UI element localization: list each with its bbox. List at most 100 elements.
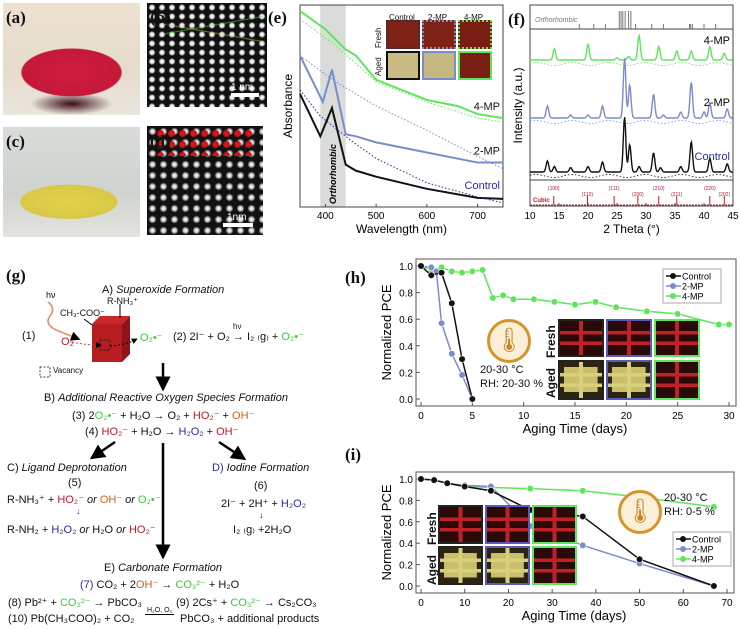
device-2mp-fresh: [485, 505, 530, 544]
series-label: 2-MP: [474, 146, 500, 158]
orthorhombic-band: [320, 5, 346, 207]
series-line-reference: [299, 55, 504, 170]
eq5-arrow: ↓: [76, 506, 81, 516]
data-point: [458, 371, 466, 379]
x-tick-label: 20: [503, 598, 515, 609]
series-line-2-mp: [530, 58, 733, 119]
x-tick-label: 60: [678, 598, 690, 609]
device-control-fresh: [438, 505, 483, 544]
thermo-humidity-icon: 🌡: [487, 319, 531, 363]
equation-term: + H₂O → O₂ +: [117, 410, 193, 422]
scheme-title-a: A) Superoxide Formation: [102, 284, 225, 296]
equation-5-products: R-NH₂ + H₂O₂ or H₂O or HO₂⁻: [7, 523, 156, 536]
hv-label: hν: [46, 290, 56, 300]
legend-label: Control: [692, 535, 721, 545]
condition-humidity: RH: 0-5 %: [664, 506, 715, 518]
equation-term: or: [76, 524, 93, 536]
data-point: [725, 320, 733, 329]
equation-10-reactants: (10) Pb(CH₃COO)₂ + CO₂: [8, 613, 134, 625]
y-tick-label: 0.8: [399, 496, 413, 507]
x-tick-label: 45: [727, 211, 739, 222]
equation-term: HO₂⁻: [101, 426, 129, 438]
panel-label-b: (b): [150, 8, 171, 27]
device-2mp-fresh: [606, 319, 652, 357]
x-tick-label: 25: [672, 411, 684, 422]
x-tick-label: 40: [698, 211, 710, 222]
x-tick-label: 30: [723, 411, 735, 422]
hkl-label: (111): [609, 186, 620, 192]
data-point: [479, 266, 487, 274]
x-tick-label: 500: [368, 211, 385, 222]
plot-frame: [299, 4, 504, 208]
x-tick-label: 700: [469, 211, 486, 222]
superoxide-label: O₂•⁻: [140, 332, 163, 344]
hkl-label: (211): [671, 192, 683, 198]
arrow-b-to-c: [89, 440, 116, 460]
x-tick-label: 15: [569, 411, 581, 422]
equation-term: O₂•⁻: [94, 410, 118, 422]
equation-term: OH⁻: [99, 494, 123, 506]
x-axis-label: Aging Time (days): [523, 421, 628, 436]
legend-marker: [670, 273, 676, 279]
x-tick-label: 20: [582, 211, 594, 222]
x-tick-label: 0: [418, 411, 424, 422]
x-tick-label: 30: [547, 598, 559, 609]
data-point: [710, 503, 718, 511]
legend-marker: [680, 536, 686, 542]
equation-term: (10) Pb(CH₃COO)₂ + CO₂: [8, 613, 135, 625]
light-wave-icon: [47, 301, 81, 341]
equation-term: R-NH₃⁺ +: [7, 494, 58, 506]
series-label: 4-MP: [704, 35, 730, 47]
o2-label: O₂: [61, 336, 74, 348]
equation-term: I₂ ₍g₎ +: [243, 331, 282, 343]
film-2mp-fresh: [422, 20, 456, 49]
series-aged-line: [529, 174, 734, 178]
equation-term: +: [203, 426, 217, 438]
eq2-hv: hν: [233, 322, 242, 331]
data-point: [417, 262, 425, 270]
equation-10-products: PbCO₃ + additional products: [180, 613, 319, 625]
inset-row-label: Fresh: [544, 325, 558, 358]
film-control-fresh: [386, 20, 420, 49]
legend-label: Control: [682, 272, 711, 282]
series-label: 2-MP: [704, 97, 730, 109]
equation-term: OH⁻: [135, 579, 159, 591]
equation-term: →: [232, 331, 244, 343]
legend-label: 2-MP: [682, 282, 704, 292]
x-tick-label: 400: [317, 211, 334, 222]
device-control-aged: [558, 360, 604, 400]
equation-term: O₂•⁻: [281, 331, 304, 343]
series-label: Control: [695, 151, 730, 163]
equation-term: CO₂ + 2: [93, 579, 136, 591]
equation-term: (9) 2Cs⁺ +: [176, 597, 231, 609]
x-tick-label: 600: [419, 211, 436, 222]
equation-term: R-NH₂ +: [7, 524, 52, 536]
condition-humidity: RH: 20-30 %: [480, 378, 543, 390]
data-point: [643, 307, 651, 315]
equation-6-reactants: 2I⁻ + 2H⁺ + H₂O₂: [221, 497, 306, 510]
hkl-label: (100): [548, 186, 560, 192]
plot-frame: [415, 258, 737, 407]
reference-label-orthorhombic: Orthorhombic: [535, 17, 578, 24]
panel-label-g: (g): [6, 266, 26, 285]
scheme-title-d: D) Iodine Formation: [212, 462, 310, 474]
y-tick-label: 0.4: [399, 342, 413, 353]
hkl-label: (110): [582, 192, 594, 198]
y-tick-label: 0.0: [399, 395, 413, 406]
equation-term: PbCO₃ + additional products: [180, 613, 320, 625]
x-tick-label: 10: [459, 598, 471, 609]
y-tick-label: 0.0: [399, 582, 413, 593]
data-point: [448, 299, 456, 307]
equation-term: +: [219, 410, 233, 422]
legend-marker: [670, 283, 676, 289]
legend-marker: [680, 546, 686, 552]
x-axis-label: Wavelength (nm): [356, 222, 447, 236]
series-line-2-mp: [299, 55, 503, 164]
data-point: [579, 541, 587, 549]
y-tick-label: 0.2: [399, 561, 413, 572]
eq5-number: (5): [68, 477, 82, 489]
data-point: [715, 320, 723, 329]
eq6-arrow: ↓: [259, 510, 264, 520]
equation-term: (2) 2I⁻ + O₂: [173, 331, 233, 343]
